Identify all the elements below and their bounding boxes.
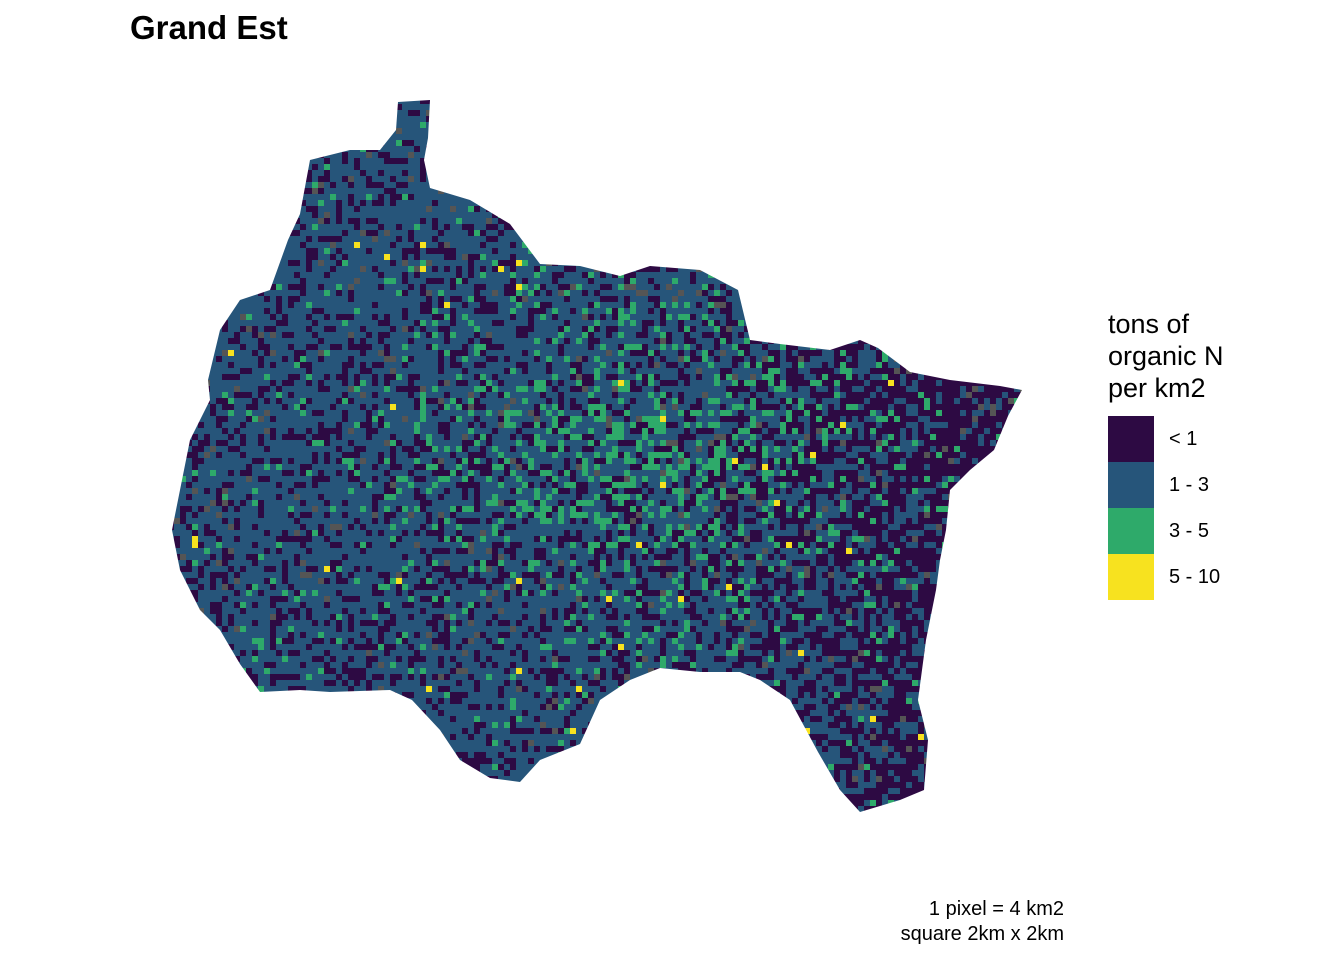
legend-item: 3 - 5 [1108, 508, 1224, 554]
legend-title: tons of organic N per km2 [1108, 308, 1224, 404]
map-caption: 1 pixel = 4 km2 square 2km x 2km [901, 897, 1064, 947]
legend-label: 1 - 3 [1169, 473, 1210, 496]
legend-label: 5 - 10 [1169, 565, 1221, 588]
legend-item: < 1 [1108, 416, 1224, 462]
map-title: Grand Est [130, 9, 288, 46]
legend-swatch [1108, 554, 1154, 600]
legend-swatch [1108, 462, 1154, 508]
legend-label: 3 - 5 [1169, 519, 1210, 542]
legend-item: 1 - 3 [1108, 462, 1224, 508]
legend-swatch [1108, 508, 1154, 554]
legend-label: < 1 [1169, 427, 1198, 450]
legend-title-line: organic N [1108, 341, 1224, 371]
caption-line: square 2km x 2km [900, 923, 1064, 945]
legend-title-line: per km2 [1108, 373, 1206, 403]
legend-swatch [1108, 416, 1154, 462]
legend-title-line: tons of [1108, 309, 1190, 339]
legend: tons of organic N per km2 < 1 1 - 3 3 - … [1108, 308, 1224, 600]
caption-line: 1 pixel = 4 km2 [928, 898, 1064, 920]
legend-item: 5 - 10 [1108, 554, 1224, 600]
